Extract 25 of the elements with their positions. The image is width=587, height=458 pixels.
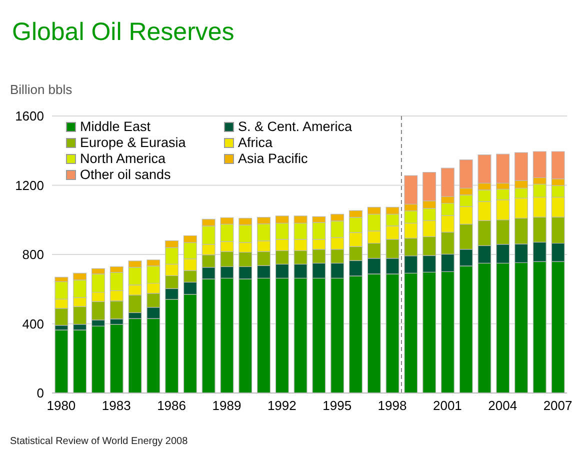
- x-tick-label: 1989: [212, 398, 242, 414]
- x-tick-label: 2004: [488, 398, 518, 414]
- legend-label: Africa: [238, 135, 273, 151]
- text: Statistical Review of World Energy 2008: [10, 436, 188, 447]
- y-tick-label: 800: [22, 247, 44, 262]
- legend-label: S. & Cent. America: [238, 119, 352, 135]
- y-tick-label: 1200: [15, 178, 44, 193]
- legend-label: Middle East: [80, 119, 151, 135]
- x-tick-label: 1998: [378, 398, 407, 414]
- x-tick-label: 1983: [102, 398, 131, 414]
- legend-label: Other oil sands: [80, 167, 171, 183]
- chart-title: Global Oil Reserves: [12, 18, 234, 47]
- x-tick-label: 1986: [157, 398, 186, 414]
- y-tick-label: 0: [36, 386, 44, 401]
- legend-label: Asia Pacific: [238, 151, 308, 167]
- legend-label: Europe & Eurasia: [80, 135, 186, 151]
- y-tick-label: 400: [22, 316, 44, 332]
- y-tick-label: 1600: [15, 108, 44, 124]
- x-tick-label: 1995: [322, 398, 352, 414]
- x-tick-label: 1992: [267, 398, 296, 414]
- y-axis-title: Billion bbls: [10, 82, 72, 97]
- legend-label: North America: [80, 151, 166, 167]
- x-tick-label: 2001: [432, 398, 462, 414]
- x-tick-label: 2007: [543, 398, 572, 414]
- x-tick-label: 1980: [46, 398, 76, 414]
